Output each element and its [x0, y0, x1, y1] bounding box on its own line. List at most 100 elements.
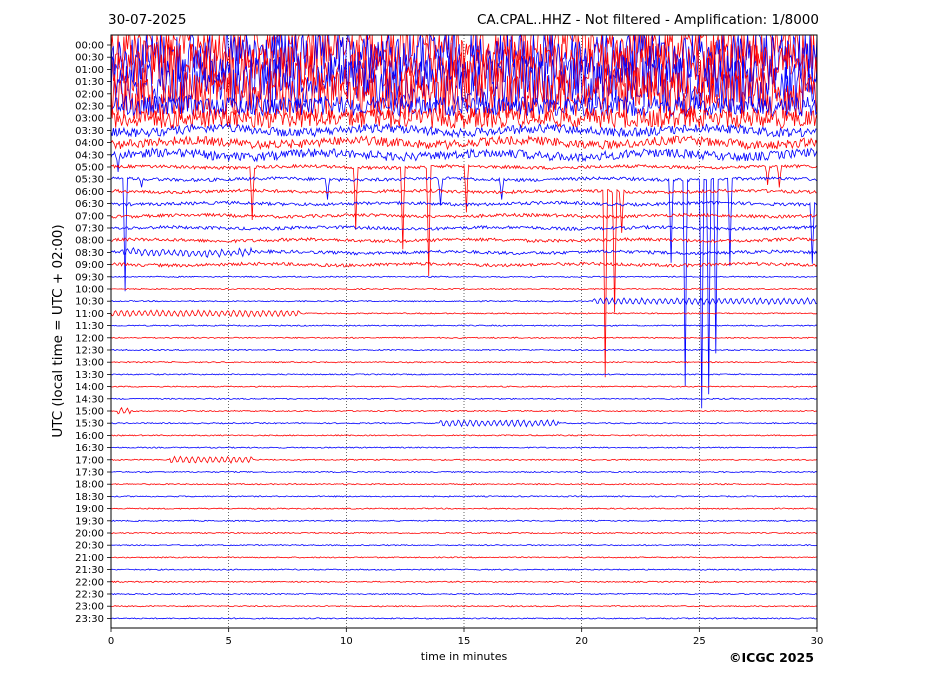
trace-1500: [110, 406, 818, 415]
trace-0930: [110, 275, 818, 278]
trace-1830: [110, 495, 818, 498]
x-tick-label: 20: [575, 636, 588, 647]
y-tick-label: 03:30: [75, 126, 104, 137]
trace-1030: [110, 297, 818, 306]
y-tick-label: 09:30: [75, 272, 104, 283]
copyright-notice: ©ICGC 2025: [729, 650, 814, 665]
y-tick-label: 10:00: [75, 285, 104, 296]
trace-0430: [110, 147, 818, 173]
y-tick-label: 22:00: [75, 577, 104, 588]
x-axis-label: time in minutes: [421, 650, 508, 663]
trace-0000: [110, 33, 818, 72]
trace-0230: [110, 95, 818, 118]
y-tick-label: 21:00: [75, 553, 104, 564]
trace-1630: [110, 446, 818, 449]
y-tick-label: 05:30: [75, 175, 104, 186]
y-tick-label: 05:00: [75, 163, 104, 174]
y-tick-label: 00:30: [75, 53, 104, 64]
trace-0500: [110, 163, 818, 277]
y-tick-label: 20:30: [75, 541, 104, 552]
trace-1800: [111, 483, 818, 486]
y-tick-label: 13:00: [75, 358, 104, 369]
trace-1700: [110, 455, 818, 464]
trace-1200: [110, 336, 818, 339]
x-tick-label: 15: [458, 636, 471, 647]
trace-0200: [110, 67, 818, 120]
station-title: CA.CPAL..HHZ - Not filtered - Amplificat…: [477, 12, 819, 28]
trace-0330: [110, 122, 818, 139]
y-tick-label: 04:30: [75, 150, 104, 161]
trace-1330: [110, 373, 818, 376]
trace-0400: [110, 135, 818, 151]
trace-2000: [110, 531, 818, 535]
y-tick-label: 17:30: [75, 468, 104, 479]
x-tick-label: 30: [811, 636, 824, 647]
y-tick-label: 06:30: [75, 199, 104, 210]
y-tick-label: 02:30: [75, 102, 104, 113]
y-tick-label: 17:00: [75, 455, 104, 466]
trace-1130: [110, 324, 818, 327]
trace-1430: [110, 397, 818, 400]
y-tick-label: 14:00: [75, 382, 104, 393]
y-tick-label: 02:00: [75, 89, 104, 100]
y-tick-label: 00:00: [75, 41, 104, 52]
trace-1230: [110, 348, 818, 352]
y-tick-label: 01:00: [75, 65, 104, 76]
y-tick-label: 13:30: [75, 370, 104, 381]
y-tick-label: 07:00: [75, 211, 104, 222]
y-tick-label: 16:30: [75, 443, 104, 454]
trace-1100: [110, 309, 818, 318]
y-tick-label: 07:30: [75, 224, 104, 235]
trace-1530: [110, 419, 818, 428]
trace-2030: [110, 544, 818, 547]
trace-0800: [110, 236, 818, 244]
trace-0730: [110, 224, 818, 232]
trace-1900: [110, 507, 817, 510]
y-tick-label: 04:00: [75, 138, 104, 149]
trace-2300: [110, 605, 818, 608]
y-tick-label: 19:00: [75, 504, 104, 515]
x-axis-ticks: 0 5 10 15 20 25 30: [108, 628, 824, 647]
y-tick-label: 01:30: [75, 77, 104, 88]
x-tick-label: 5: [225, 636, 231, 647]
y-tick-label: 15:30: [75, 419, 104, 430]
trace-1730: [110, 470, 818, 474]
trace-0900: [110, 261, 818, 268]
trace-1930: [111, 519, 818, 522]
y-tick-label: 16:00: [75, 431, 104, 442]
trace-0830: [110, 246, 818, 259]
y-tick-label: 18:00: [75, 480, 104, 491]
y-tick-label: 12:30: [75, 346, 104, 357]
y-tick-label: 10:30: [75, 297, 104, 308]
y-tick-label: 23:00: [75, 602, 104, 613]
x-tick-label: 25: [693, 636, 706, 647]
y-tick-label: 08:00: [75, 236, 104, 247]
y-tick-label: 21:30: [75, 565, 104, 576]
x-tick-label: 0: [108, 636, 114, 647]
trace-2100: [111, 556, 818, 559]
trace-0300: [110, 107, 818, 130]
trace-2200: [110, 580, 818, 583]
trace-0630: [110, 200, 818, 264]
y-tick-label: 06:00: [75, 187, 104, 198]
y-tick-label: 15:00: [75, 407, 104, 418]
trace-0530: [110, 176, 818, 409]
trace-1600: [110, 434, 818, 437]
y-tick-label: 20:00: [75, 529, 104, 540]
y-tick-label: 18:30: [75, 492, 104, 503]
y-tick-label: 11:30: [75, 321, 104, 332]
trace-2130: [111, 568, 818, 571]
trace-1300: [111, 361, 818, 364]
y-tick-label: 11:00: [75, 309, 104, 320]
trace-0600: [110, 188, 818, 378]
y-tick-label: 23:30: [75, 614, 104, 625]
y-tick-label: 19:30: [75, 516, 104, 527]
trace-2330: [110, 617, 818, 620]
date-label: 30-07-2025: [108, 12, 187, 28]
trace-0700: [110, 212, 818, 219]
y-tick-label: 14:30: [75, 394, 104, 405]
trace-2230: [110, 592, 818, 596]
y-tick-label: 08:30: [75, 248, 104, 259]
